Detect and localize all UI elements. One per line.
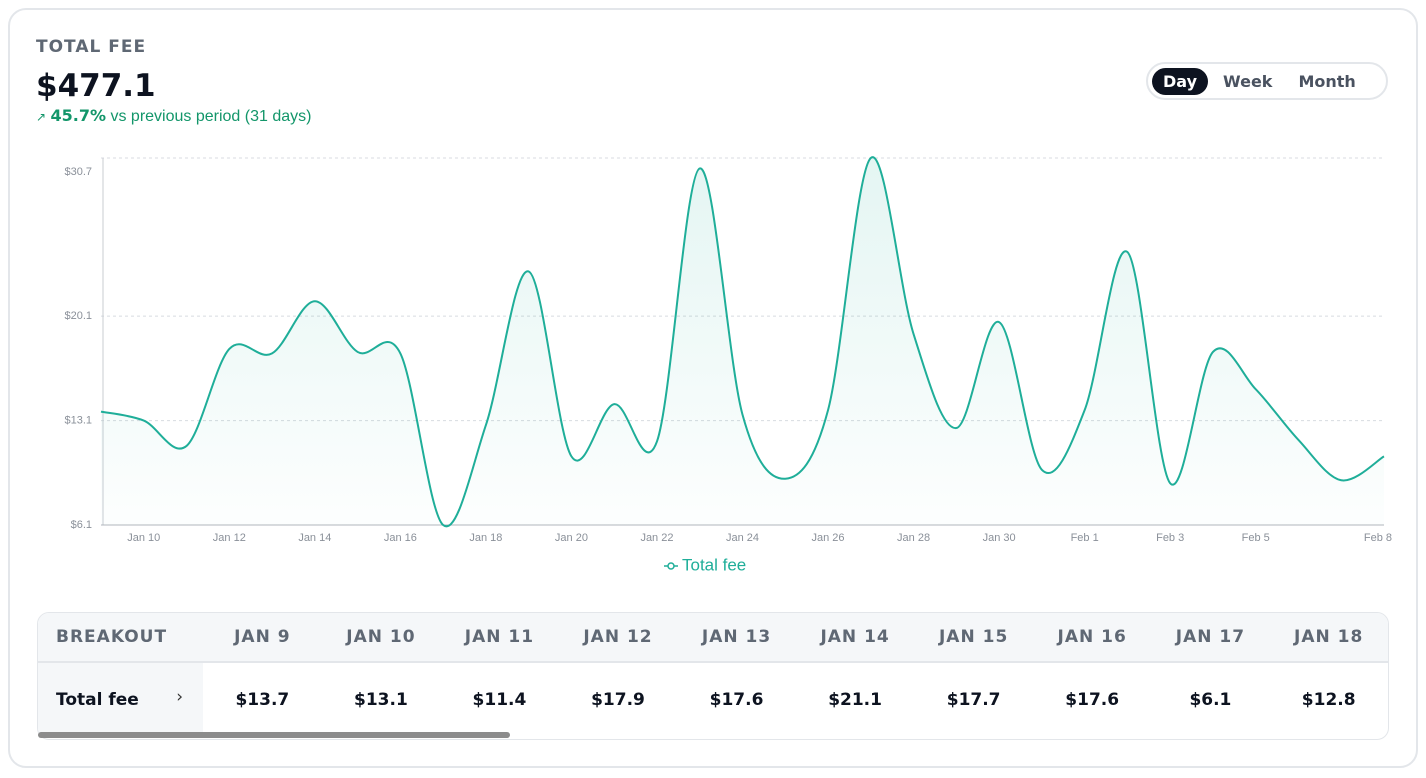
column-header: JAN 11 xyxy=(440,613,559,663)
change-text: vs previous period (31 days) xyxy=(110,108,312,125)
tab[interactable]: Day xyxy=(1152,67,1209,95)
column-header: JAN 10 xyxy=(321,613,441,663)
trend-icon: ↗ xyxy=(36,110,47,124)
column-header: JAN 12 xyxy=(558,613,678,663)
legend-label: Total fee xyxy=(682,555,746,574)
cell: $21.1 xyxy=(828,690,882,710)
x-tick-label: Jan 22 xyxy=(640,532,673,544)
legend-symbol xyxy=(667,562,675,570)
x-tick-label: Feb 5 xyxy=(1242,532,1270,544)
y-tick-label: $20.1 xyxy=(64,310,92,322)
line xyxy=(100,156,1385,528)
table: BREAKOUT JAN 9 JAN 10 JAN 11 JAN 12 JAN 13 JAN… xyxy=(38,613,1388,737)
x-tick-label: Jan 24 xyxy=(726,532,759,544)
cell: $13.1 xyxy=(354,690,408,710)
x-tick-label: Feb 3 xyxy=(1156,532,1184,544)
column-header: JAN 16 xyxy=(1032,613,1152,663)
x-tick-label: Jan 18 xyxy=(469,532,502,544)
area xyxy=(101,157,1384,527)
column-header: JAN 15 xyxy=(914,613,1033,663)
change: ↗ 45.7% vs previous period (31 days) xyxy=(36,106,311,126)
cell: $17.7 xyxy=(946,690,1001,710)
x-tick-label: Feb 1 xyxy=(1071,532,1099,544)
x-tick-label: Jan 16 xyxy=(384,532,417,544)
tab[interactable]: Week xyxy=(1223,71,1273,91)
x-tick-label: Jan 28 xyxy=(897,532,930,544)
column-header: JAN 13 xyxy=(677,613,796,663)
expand-icon[interactable]: › xyxy=(176,687,184,707)
card xyxy=(8,8,1418,768)
cell: $17.6 xyxy=(709,690,764,710)
scrollbar[interactable] xyxy=(38,732,510,738)
cell: $12.8 xyxy=(1301,690,1356,710)
cell: $13.7 xyxy=(235,690,290,710)
cell: $17.6 xyxy=(1065,690,1120,710)
column-header: BREAKOUT xyxy=(38,613,204,663)
column-header: JAN 9 xyxy=(203,613,322,663)
x-tick-label: Jan 30 xyxy=(983,532,1016,544)
tabs: Day Week Month xyxy=(1146,62,1388,100)
column-header: JAN 17 xyxy=(1151,613,1270,663)
breakout-table: BREAKOUT JAN 9 JAN 10 JAN 11 JAN 12 JAN 13 JAN… xyxy=(37,612,1389,740)
row-header: Total fee › xyxy=(38,662,204,737)
x-tick-label: Jan 10 xyxy=(127,532,160,544)
cell: $11.4 xyxy=(472,690,527,710)
change-value: 45.7% xyxy=(50,106,107,125)
x-tick-label: Jan 20 xyxy=(555,532,588,544)
row: Total fee › $13.7 $13.1 $11.4 $17.9 $17.6 $21.1… xyxy=(38,662,1388,737)
cell: $6.1 xyxy=(1189,690,1232,710)
chart: $6.1 $13.1 $20.1 $30.7 Jan 10 Jan 12 Jan 14 Jan… xyxy=(64,156,1392,574)
total-value: $477.1 xyxy=(36,68,156,104)
y-tick-label: $6.1 xyxy=(71,519,92,531)
title: TOTAL FEE xyxy=(36,37,147,57)
y-tick-label: $13.1 xyxy=(64,414,92,426)
column-header: JAN 18 xyxy=(1269,613,1388,663)
y-tick-label: $30.7 xyxy=(64,166,92,178)
x-tick-label: Jan 14 xyxy=(298,532,331,544)
x-tick-label: Feb 8 xyxy=(1364,532,1392,544)
cell: $17.9 xyxy=(591,690,645,710)
x-tick-label: Jan 12 xyxy=(213,532,246,544)
tab[interactable]: Month xyxy=(1298,71,1356,91)
column-header: JAN 14 xyxy=(795,613,915,663)
x-tick-label: Jan 26 xyxy=(812,532,845,544)
